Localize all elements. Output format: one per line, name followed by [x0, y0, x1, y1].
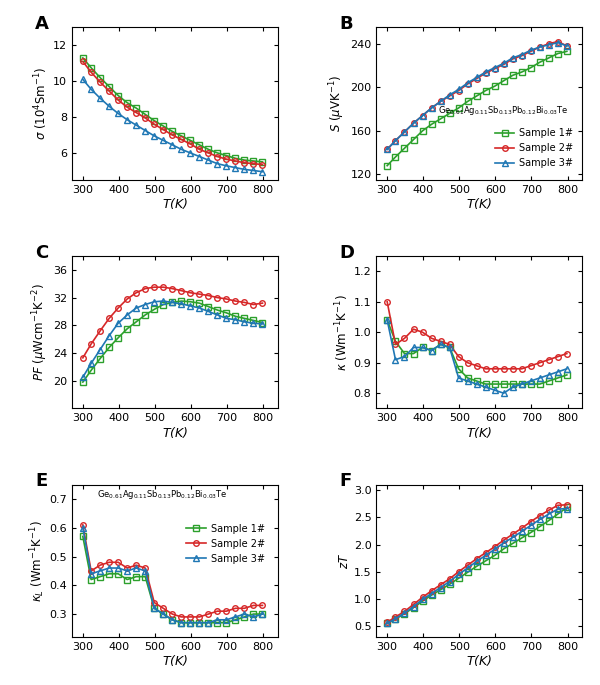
- X-axis label: $T$(K): $T$(K): [466, 653, 493, 669]
- Text: Ge$_{0.61}$Ag$_{0.11}$Sb$_{0.13}$Pb$_{0.12}$Bi$_{0.03}$Te: Ge$_{0.61}$Ag$_{0.11}$Sb$_{0.13}$Pb$_{0.…: [438, 103, 569, 116]
- Text: Ge$_{0.61}$Ag$_{0.11}$Sb$_{0.13}$Pb$_{0.12}$Bi$_{0.03}$Te: Ge$_{0.61}$Ag$_{0.11}$Sb$_{0.13}$Pb$_{0.…: [97, 488, 227, 501]
- Text: F: F: [340, 473, 352, 490]
- Y-axis label: $zT$: $zT$: [338, 553, 351, 569]
- Text: B: B: [340, 15, 353, 33]
- Y-axis label: $\sigma$ (10$^4$Sm$^{-1}$): $\sigma$ (10$^4$Sm$^{-1}$): [32, 67, 50, 140]
- Legend: Sample 1#, Sample 2#, Sample 3#: Sample 1#, Sample 2#, Sample 3#: [491, 125, 577, 172]
- X-axis label: $T$(K): $T$(K): [161, 425, 188, 440]
- X-axis label: $T$(K): $T$(K): [466, 425, 493, 440]
- Text: D: D: [340, 244, 355, 262]
- Text: C: C: [35, 244, 48, 262]
- Text: E: E: [35, 473, 47, 490]
- Y-axis label: $S$ ($\mu$VK$^{-1}$): $S$ ($\mu$VK$^{-1}$): [328, 75, 347, 132]
- Y-axis label: $PF$ ($\mu$Wcm$^{-1}$K$^{-2}$): $PF$ ($\mu$Wcm$^{-1}$K$^{-2}$): [31, 284, 50, 381]
- Y-axis label: $\kappa$ (Wm$^{-1}$K$^{-1}$): $\kappa$ (Wm$^{-1}$K$^{-1}$): [334, 294, 351, 371]
- Text: A: A: [35, 15, 49, 33]
- Legend: Sample 1#, Sample 2#, Sample 3#: Sample 1#, Sample 2#, Sample 3#: [182, 520, 269, 567]
- Y-axis label: $\kappa_L$ (Wm$^{-1}$K$^{-1}$): $\kappa_L$ (Wm$^{-1}$K$^{-1}$): [28, 520, 47, 601]
- X-axis label: $T$(K): $T$(K): [161, 653, 188, 669]
- X-axis label: $T$(K): $T$(K): [161, 196, 188, 211]
- X-axis label: $T$(K): $T$(K): [466, 196, 493, 211]
